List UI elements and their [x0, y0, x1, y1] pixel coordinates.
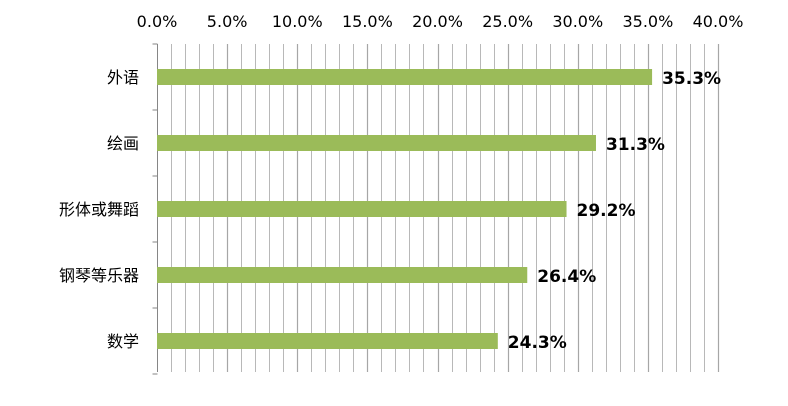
- data-label: 29.2%: [577, 201, 636, 221]
- category-label: 绘画: [107, 134, 139, 153]
- x-tick-label: 0.0%: [137, 12, 178, 31]
- data-label: 26.4%: [537, 267, 596, 287]
- x-tick-label: 10.0%: [272, 12, 323, 31]
- x-tick-label: 35.0%: [622, 12, 673, 31]
- bars: [157, 69, 653, 349]
- axis: 0.0% 5.0% 10.0% 15.0% 20.0% 25.0% 30.0% 35.0% 40…: [137, 12, 744, 375]
- bar-4: [157, 267, 528, 283]
- data-label: 31.3%: [606, 135, 665, 155]
- bar-5: [157, 333, 498, 349]
- x-tick-label: 5.0%: [207, 12, 248, 31]
- x-tick-label: 20.0%: [412, 12, 463, 31]
- bar-1: [157, 69, 653, 85]
- bar-3: [157, 201, 567, 217]
- x-tick-label: 40.0%: [693, 12, 744, 31]
- x-tick-label: 15.0%: [342, 12, 393, 31]
- category-label: 外语: [107, 68, 139, 87]
- category-label: 数学: [107, 332, 139, 351]
- bar-2: [157, 135, 596, 151]
- data-label: 24.3%: [508, 333, 567, 353]
- category-label: 形体或舞蹈: [59, 200, 139, 219]
- category-label: 钢琴等乐器: [59, 266, 139, 285]
- x-tick-label: 25.0%: [482, 12, 533, 31]
- data-label: 35.3%: [662, 69, 721, 89]
- x-tick-label: 30.0%: [552, 12, 603, 31]
- labels: 外语 35.3% 绘画 31.3% 形体或舞蹈 29.2% 钢琴等乐器 26.4% 数学 24.3…: [59, 68, 721, 353]
